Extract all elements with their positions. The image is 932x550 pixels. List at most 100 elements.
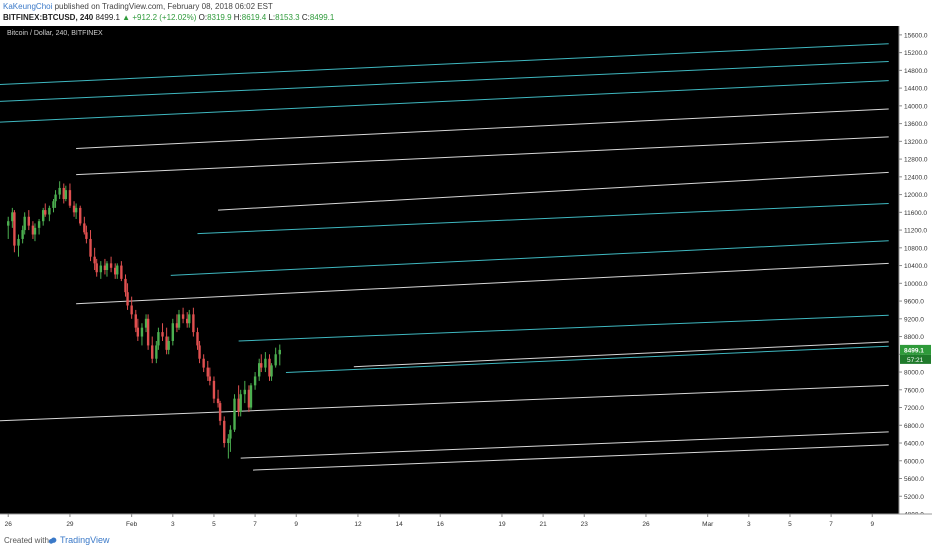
candle-body xyxy=(167,340,170,350)
price-chart[interactable]: 15600.0 15200.0 14800.0 14400.0 14000.0 13600… xyxy=(0,26,932,530)
candle-body xyxy=(206,367,209,377)
candle-body xyxy=(130,305,133,315)
candle-body xyxy=(157,332,160,346)
price-tick-label: 8000.0 xyxy=(904,370,924,377)
time-tick-label: 16 xyxy=(437,521,445,528)
candle-body xyxy=(274,354,277,366)
candle-body xyxy=(134,314,137,328)
candle-body xyxy=(72,205,76,213)
time-tick-label: 19 xyxy=(498,521,506,528)
candle-body xyxy=(223,420,226,444)
price-tick-label: 9600.0 xyxy=(904,299,924,306)
candle-body xyxy=(181,314,185,319)
candle-body xyxy=(237,398,240,412)
time-tick-label: 21 xyxy=(539,521,547,528)
price-tick-label: 8800.0 xyxy=(904,334,924,341)
trend-line xyxy=(238,314,889,342)
published-text: published on TradingView.com, February 0… xyxy=(52,2,273,11)
price-tick-label: 10400.0 xyxy=(904,263,928,270)
price-tick-label: 7200.0 xyxy=(904,405,924,412)
time-tick-label: 7 xyxy=(253,521,257,528)
chart-title: Bitcoin / Dollar, 240, BITFINEX xyxy=(7,30,103,37)
candle-body xyxy=(58,187,61,195)
price-tick-label: 6400.0 xyxy=(904,441,924,448)
price-tick-label: 9200.0 xyxy=(904,316,924,323)
time-tick-label: 9 xyxy=(870,521,874,528)
price-tick-label: 5200.0 xyxy=(904,494,924,501)
candle-body xyxy=(260,363,263,368)
low-value: 8153.3 xyxy=(275,13,300,22)
candle-body xyxy=(120,265,123,279)
tradingview-brand[interactable]: TradingView xyxy=(60,535,110,545)
close-label: C: xyxy=(301,13,310,22)
time-tick-label: 9 xyxy=(294,521,298,528)
candle-body xyxy=(136,327,140,337)
candle-body xyxy=(13,212,16,246)
candle-body xyxy=(175,323,179,328)
candle-body xyxy=(23,216,26,231)
last-price: 8499.1 xyxy=(95,13,120,22)
author-link[interactable]: KaKeungChoi xyxy=(3,2,53,11)
candle-body xyxy=(83,223,86,233)
candle-body xyxy=(188,314,191,324)
trend-line xyxy=(285,345,889,373)
price-tick-label: 11200.0 xyxy=(904,228,927,235)
trend-line xyxy=(240,431,889,459)
candle-body xyxy=(208,376,212,381)
candle-body xyxy=(146,318,150,346)
candle-body xyxy=(31,225,35,235)
candle-body xyxy=(95,263,98,273)
created-with-label: Created with xyxy=(4,536,49,545)
trend-line xyxy=(353,341,889,368)
candle-body xyxy=(62,187,65,200)
candle-body xyxy=(33,227,37,235)
candle-body xyxy=(227,438,230,444)
high-value: 8619.4 xyxy=(241,13,267,22)
candle-body xyxy=(105,263,109,270)
price-tick-label: 13200.0 xyxy=(904,139,928,146)
time-tick-label: 5 xyxy=(212,521,216,528)
price-tick-label: 10000.0 xyxy=(904,281,928,288)
price-tick-label: 15600.0 xyxy=(904,32,928,39)
trend-line xyxy=(0,43,889,85)
time-tick-label: 3 xyxy=(747,521,751,528)
price-axis xyxy=(899,26,932,514)
candle-body xyxy=(114,267,117,275)
price-tick-label: 12800.0 xyxy=(904,157,928,164)
candle-body xyxy=(124,278,127,293)
candle-body xyxy=(103,265,107,270)
time-tick-label: 14 xyxy=(395,521,403,528)
plot-background xyxy=(0,26,932,530)
time-axis xyxy=(0,514,932,530)
price-tick-label: 12000.0 xyxy=(904,192,928,199)
candle-body xyxy=(11,212,14,222)
candle-body xyxy=(27,216,31,226)
change-arrow-icon: ▲ xyxy=(122,13,131,22)
candle-body xyxy=(151,345,154,359)
candle-body xyxy=(44,210,47,215)
candle-body xyxy=(140,327,144,337)
countdown-badge xyxy=(900,354,931,364)
trend-line xyxy=(0,60,889,102)
price-tick-label: 11600.0 xyxy=(904,210,927,217)
candle-body xyxy=(109,263,113,268)
last-price-badge xyxy=(900,344,931,355)
price-tick-label: 6800.0 xyxy=(904,423,924,430)
candle-body xyxy=(93,256,96,264)
open-label: O: xyxy=(198,13,208,22)
last-price-label: 8499.1 xyxy=(904,347,924,354)
candle-body xyxy=(243,389,247,395)
open-value: 8319.9 xyxy=(207,13,232,22)
candle-body xyxy=(233,398,236,430)
candle-body xyxy=(202,358,205,368)
price-tick-label: 14400.0 xyxy=(904,86,928,93)
candle-body xyxy=(144,318,148,328)
chart-area[interactable]: 15600.0 15200.0 14800.0 14400.0 14000.0 13600… xyxy=(0,26,932,530)
time-tick-label: 26 xyxy=(5,521,13,528)
candle-body xyxy=(171,323,175,341)
price-tick-label: 13600.0 xyxy=(904,121,928,128)
candle-body xyxy=(161,332,164,337)
candle-body xyxy=(85,232,88,239)
close-value: 8499.1 xyxy=(309,13,335,22)
candle-body xyxy=(52,201,55,208)
